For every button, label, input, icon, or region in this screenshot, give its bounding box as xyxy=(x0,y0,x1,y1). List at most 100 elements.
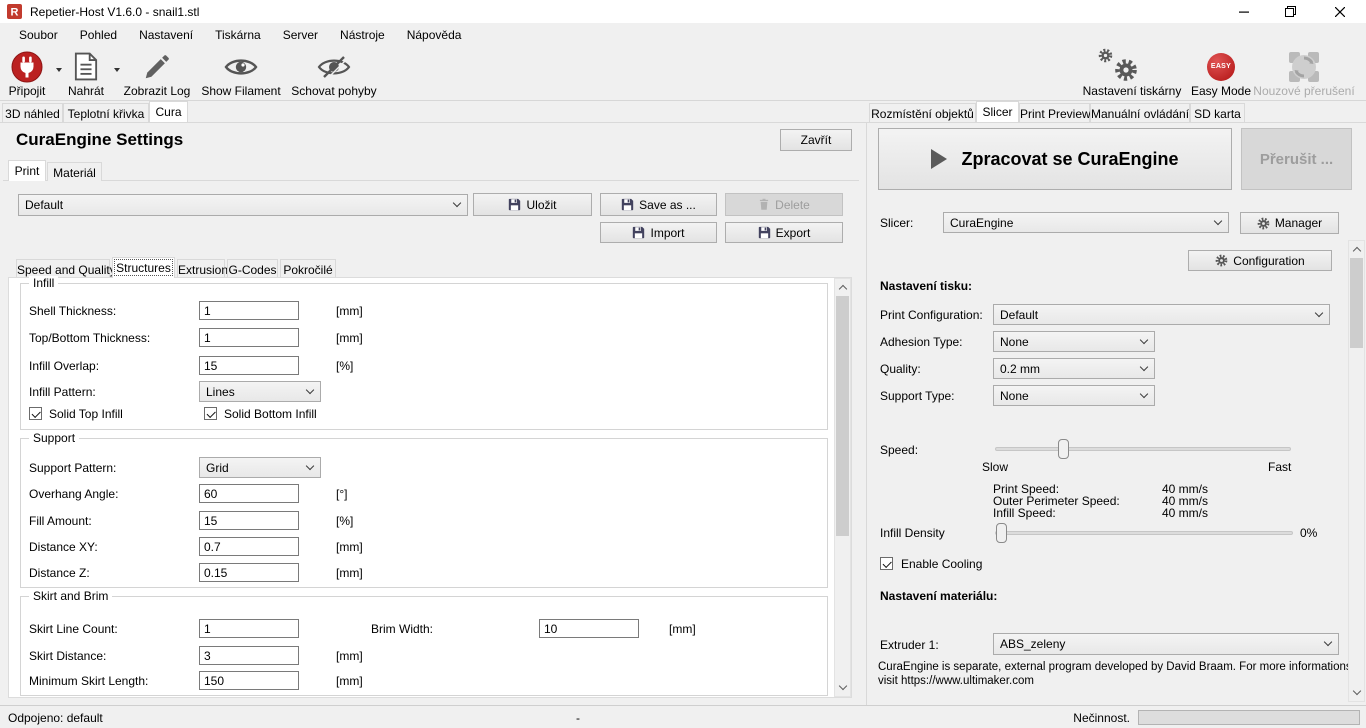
brim-width-input[interactable] xyxy=(539,619,639,638)
profile-select[interactable]: Default xyxy=(18,194,468,216)
configuration-button[interactable]: Configuration xyxy=(1188,250,1332,271)
unit-label: [%] xyxy=(336,514,354,528)
menu-bar: Soubor Pohled Nastavení Tiskárna Server … xyxy=(0,23,1366,47)
menu-nastaveni[interactable]: Nastavení xyxy=(139,28,194,42)
load-button[interactable]: Nahrát xyxy=(62,49,110,98)
menu-soubor[interactable]: Soubor xyxy=(19,28,58,42)
import-button[interactable]: Import xyxy=(600,222,717,243)
setting-label: Distance XY: xyxy=(29,540,98,554)
tab-manualni-ovladani[interactable]: Manuální ovládání xyxy=(1090,103,1190,122)
top-bottom-thickness-input[interactable] xyxy=(199,328,299,347)
infill-pattern-select[interactable]: Lines xyxy=(199,381,321,402)
setting-label: Shell Thickness: xyxy=(29,304,117,318)
show-filament-button[interactable]: Show Filament xyxy=(196,49,286,98)
extruder-select[interactable]: ABS_zeleny xyxy=(993,633,1339,655)
tab-baseline xyxy=(0,122,1366,123)
infill-overlap-input[interactable] xyxy=(199,356,299,375)
export-button[interactable]: Export xyxy=(725,222,843,243)
tab-g-codes[interactable]: G-Codes xyxy=(227,259,278,278)
tab-print-preview[interactable]: Print Preview xyxy=(1019,103,1091,122)
tab-extrusion[interactable]: Extrusion xyxy=(177,259,228,278)
emergency-stop-button: Nouzové přerušení xyxy=(1246,49,1362,98)
tab-material[interactable]: Materiál xyxy=(47,162,102,181)
setting-label: Skirt Line Count: xyxy=(29,622,118,636)
right-scrollbar[interactable] xyxy=(1348,240,1365,702)
menu-server[interactable]: Server xyxy=(282,28,319,42)
left-scrollbar-thumb[interactable] xyxy=(836,296,849,536)
solid-bottom-infill-checkbox[interactable] xyxy=(204,407,217,420)
kill-button: Přerušit ... xyxy=(1241,128,1352,190)
tab-print[interactable]: Print xyxy=(8,160,46,181)
adhesion-type-select[interactable]: None xyxy=(993,331,1155,352)
support-pattern-select[interactable]: Grid xyxy=(199,457,321,478)
load-dropdown-arrow[interactable] xyxy=(114,68,120,72)
tab-sd-karta[interactable]: SD karta xyxy=(1190,103,1245,122)
tab-slicer[interactable]: Slicer xyxy=(976,101,1019,122)
printer-settings-button[interactable]: Nastavení tiskárny xyxy=(1082,48,1182,98)
eye-icon xyxy=(196,49,286,84)
menu-nastroje[interactable]: Nástroje xyxy=(340,28,385,42)
tab-rozmisteni-objektu[interactable]: Rozmístění objektů xyxy=(869,103,976,122)
skirt-line-count-input[interactable] xyxy=(199,619,299,638)
tab-3d-nahled[interactable]: 3D náhled xyxy=(2,103,63,122)
infill-density-slider-thumb[interactable] xyxy=(996,523,1007,543)
manager-button[interactable]: Manager xyxy=(1240,212,1339,234)
unit-label: [mm] xyxy=(336,674,363,688)
scroll-up-icon[interactable] xyxy=(1352,246,1362,256)
tab-pokrocile[interactable]: Pokročilé xyxy=(280,259,336,278)
enable-cooling-checkbox[interactable] xyxy=(880,557,893,570)
speed-slider[interactable] xyxy=(995,439,1291,459)
speed-detail-label: Infill Speed: xyxy=(993,506,1056,520)
save-button[interactable]: Uložit xyxy=(473,193,592,216)
chevron-down-icon xyxy=(1323,637,1333,647)
distance-z-input[interactable] xyxy=(199,563,299,582)
setting-label: Fill Amount: xyxy=(29,514,92,528)
scroll-down-icon[interactable] xyxy=(1352,686,1362,696)
minimize-button[interactable] xyxy=(1221,0,1267,23)
scroll-up-icon[interactable] xyxy=(838,284,848,294)
speed-slider-thumb[interactable] xyxy=(1058,439,1069,459)
quality-select[interactable]: 0.2 mm xyxy=(993,358,1155,379)
show-log-button[interactable]: Zobrazit Log xyxy=(120,49,194,98)
toolbar: Připojit Nahrát Zobrazit Log xyxy=(0,47,1366,101)
chevron-down-icon xyxy=(452,198,462,208)
slicer-select[interactable]: CuraEngine xyxy=(943,212,1229,233)
minimum-skirt-length-input[interactable] xyxy=(199,671,299,690)
title-bar: R Repetier-Host V1.6.0 - snail1.stl xyxy=(0,0,1366,23)
activity-status: Nečinnost. xyxy=(1073,711,1130,725)
fill-amount-input[interactable] xyxy=(199,511,299,530)
restore-button[interactable] xyxy=(1267,0,1313,23)
tab-structures[interactable]: Structures xyxy=(112,257,175,278)
close-button[interactable] xyxy=(1313,0,1366,23)
scroll-down-icon[interactable] xyxy=(838,681,848,691)
chevron-down-icon xyxy=(1139,335,1149,344)
distance-xy-input[interactable] xyxy=(199,537,299,556)
save-as-button[interactable]: Save as ... xyxy=(600,193,717,216)
tab-speed-and-quality[interactable]: Speed and Quality xyxy=(16,259,116,278)
speed-detail-value: 40 mm/s xyxy=(1161,506,1208,520)
connect-dropdown-arrow[interactable] xyxy=(56,68,62,72)
right-scrollbar-thumb[interactable] xyxy=(1350,258,1363,348)
menu-napoveda[interactable]: Nápověda xyxy=(406,28,462,42)
close-settings-button[interactable]: Zavřít xyxy=(780,129,852,151)
solid-top-infill-checkbox[interactable] xyxy=(29,407,42,420)
support-type-select[interactable]: None xyxy=(993,385,1155,406)
unit-label: [%] xyxy=(336,359,354,373)
infill-density-slider[interactable] xyxy=(995,523,1293,543)
tab-teplotni-krivka[interactable]: Teplotní křivka xyxy=(63,103,149,122)
overhang-angle-input[interactable] xyxy=(199,484,299,503)
tab-cura[interactable]: Cura xyxy=(149,101,188,122)
window-title: Repetier-Host V1.6.0 - snail1.stl xyxy=(30,5,200,19)
hide-travel-button[interactable]: Schovat pohyby xyxy=(288,49,380,98)
field-label: Support Type: xyxy=(880,389,955,403)
infill-density-value: 0% xyxy=(1300,526,1318,540)
shell-thickness-input[interactable] xyxy=(199,301,299,320)
left-scrollbar[interactable] xyxy=(834,278,851,697)
slice-button[interactable]: Zpracovat se CuraEngine xyxy=(878,128,1232,190)
easy-mode-button[interactable]: EASY Easy Mode xyxy=(1190,49,1252,98)
print-configuration-select[interactable]: Default xyxy=(993,304,1330,325)
connect-button[interactable]: Připojit xyxy=(2,49,52,98)
skirt-distance-input[interactable] xyxy=(199,646,299,665)
menu-tiskarna[interactable]: Tiskárna xyxy=(215,28,261,42)
menu-pohled[interactable]: Pohled xyxy=(79,28,118,42)
